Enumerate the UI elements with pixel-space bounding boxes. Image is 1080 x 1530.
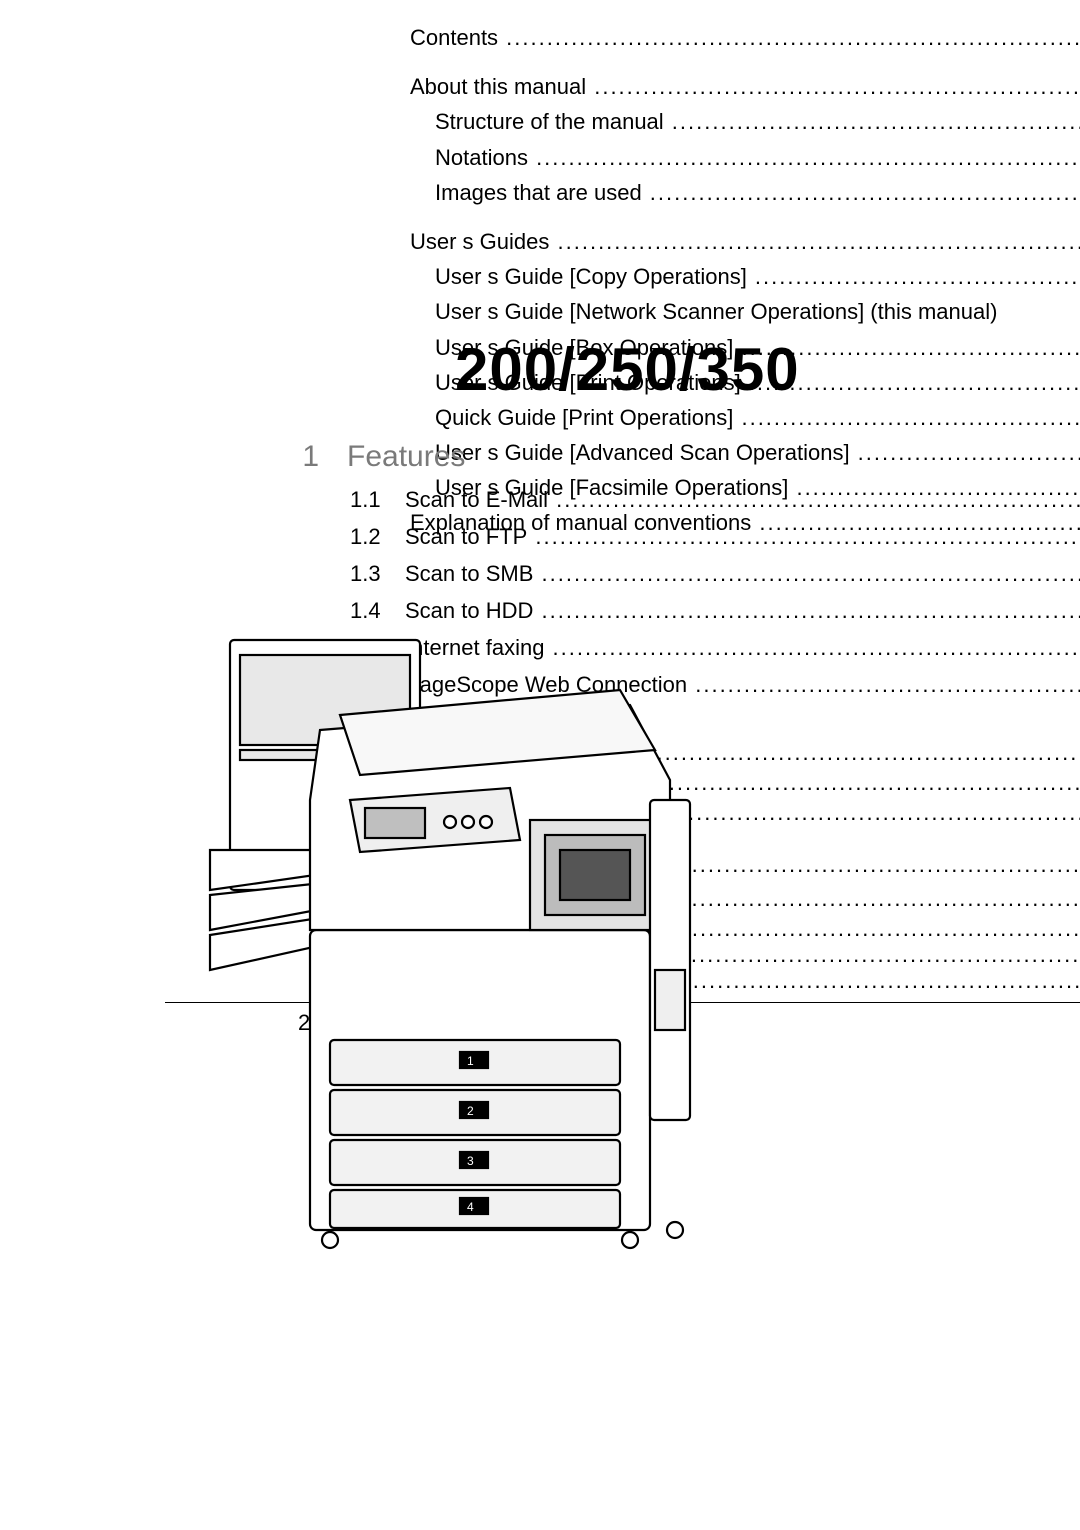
chapter-1-heading: 1 Features: [295, 440, 465, 474]
toc-leader-dots: [586, 74, 1080, 99]
printer-illustration: 1 2 3 4: [200, 600, 700, 1300]
toc-text: Quick Guide [Print Operations]: [435, 405, 733, 430]
toc-text: Contents: [410, 25, 498, 50]
subitem-title: Scan to E-Mail: [405, 487, 548, 512]
toc-text: User s Guide [Advanced Scan Operations]: [435, 440, 850, 465]
subitem-number: 1.3: [350, 561, 405, 587]
toc-line: Quick Guide [Print Operations]: [410, 400, 1080, 435]
toc-subitem: 1.1Scan to E-Mail: [350, 487, 1080, 513]
subitem-title: Scan to SMB: [405, 561, 533, 586]
toc-text: Notations: [435, 145, 528, 170]
subitem-number: 1.1: [350, 487, 405, 513]
toc-line: User s Guide [Copy Operations]: [410, 259, 1080, 294]
subitem-number: 1.2: [350, 524, 405, 550]
toc-leader-dots: [549, 229, 1080, 254]
toc-line: User s Guides: [410, 224, 1080, 259]
toc-leader-dots: [642, 180, 1080, 205]
model-number-large: 200/250/350: [455, 335, 800, 404]
toc-text: Images that are used: [435, 180, 642, 205]
toc-line: Notations: [410, 140, 1080, 175]
toc-subitem: 1.2Scan to FTP: [350, 524, 1080, 550]
toc-leader-dots: [850, 440, 1080, 465]
toc-line: About this manual: [410, 69, 1080, 104]
chapter-number: 1: [295, 440, 319, 474]
toc-line: User s Guide [Network Scanner Operations…: [410, 294, 1080, 329]
toc-leader-dots: [528, 145, 1080, 170]
chapter-title: Features: [347, 440, 465, 474]
toc-text: Structure of the manual: [435, 109, 664, 134]
toc-leader-dots: [498, 25, 1080, 50]
toc-leader-dots: [733, 405, 1080, 430]
toc-line: Contents: [410, 20, 1080, 55]
toc-text: User s Guide [Copy Operations]: [435, 264, 747, 289]
document-page: Contents About this manual Structure of th…: [0, 0, 1080, 1530]
toc-text: User s Guides: [410, 229, 549, 254]
svg-text:4: 4: [467, 1200, 474, 1214]
toc-leader-dots: [687, 672, 1080, 697]
toc-leader-dots: [664, 109, 1080, 134]
svg-text:3: 3: [467, 1154, 474, 1168]
printer-svg: 1 2 3 4: [200, 600, 700, 1300]
toc-leader-dots: [527, 524, 1080, 549]
subitem-title: Scan to FTP: [405, 524, 527, 549]
toc-top-block: Contents About this manual Structure of th…: [410, 20, 1080, 541]
toc-line: Images that are used: [410, 175, 1080, 210]
toc-leader-dots: [548, 487, 1080, 512]
toc-leader-dots: [533, 561, 1080, 586]
svg-text:2: 2: [467, 1104, 474, 1118]
toc-line: User s Guide [Advanced Scan Operations]: [410, 435, 1080, 470]
toc-leader-dots: [747, 264, 1080, 289]
toc-line: Structure of the manual: [410, 104, 1080, 139]
toc-text: User s Guide [Network Scanner Operations…: [435, 299, 997, 324]
toc-text: About this manual: [410, 74, 586, 99]
toc-subitem: 1.3Scan to SMB: [350, 561, 1080, 587]
svg-text:1: 1: [467, 1054, 474, 1068]
